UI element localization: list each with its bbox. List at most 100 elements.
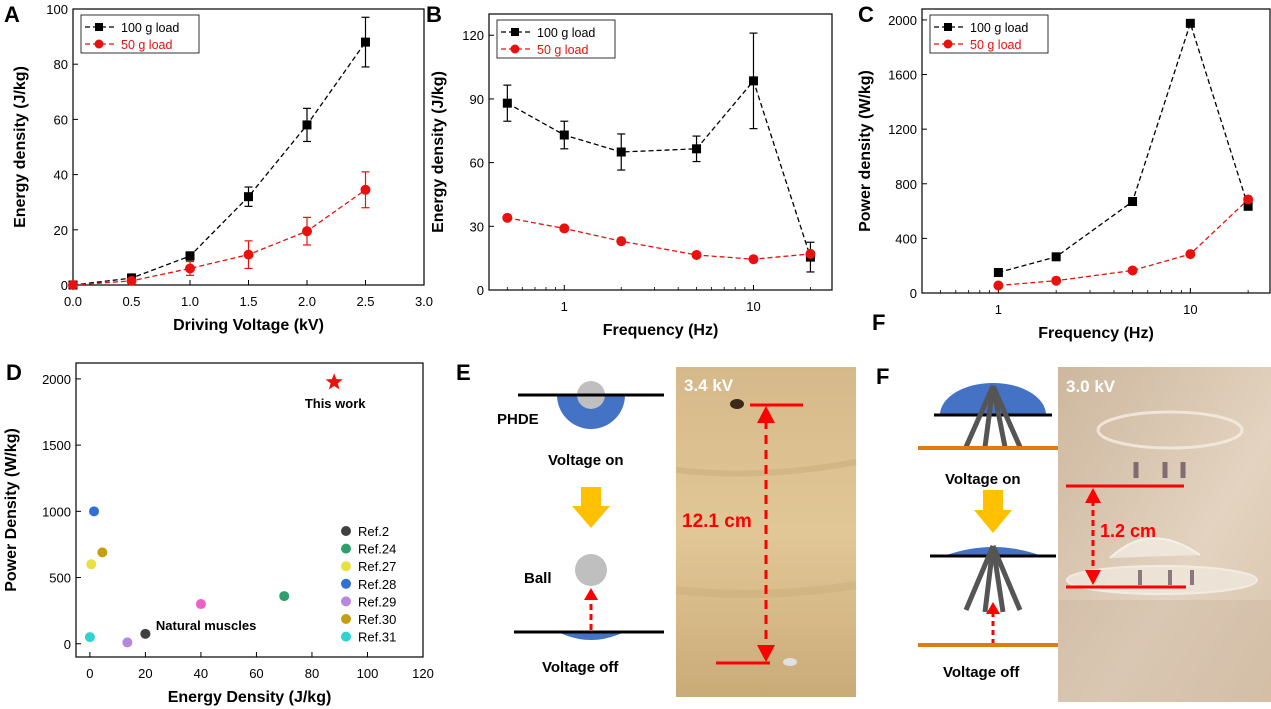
chart-panel-d: 0 20 40 60 80 100 120 0 500 1000 1500 2000 Energy De… [3,362,434,706]
legend-marker [341,526,351,536]
x-tick-label: 2.5 [356,294,374,309]
panel-label-d: D [6,360,22,385]
chart-panel-a: 0.0 0.5 1.0 1.5 2.0 2.5 3.0 0 20 40 60 80 100 Driving… [12,2,433,334]
legend-label: Ref.24 [358,542,396,557]
legend-marker-square [95,23,103,31]
panel-e-photo: 3.4 kV 12.1 cm [675,367,857,697]
data-point-square [616,147,626,157]
x-tick-label: 1 [561,299,568,314]
legend-label: Ref.27 [358,559,396,574]
voltage-on-label-f: Voltage on [945,471,1021,488]
scatter-point [86,559,97,570]
y-axis-label: Power Density (W/kg) [3,428,20,592]
legend-marker-circle [94,39,104,49]
scatter-point [140,628,151,639]
up-arrow-icon [584,588,598,600]
legs-on [963,384,1023,449]
plot-frame [488,13,833,291]
x-tick-label: 120 [412,666,434,681]
y-axis-label: Energy density (J/kg) [430,71,447,233]
data-point-circle [748,254,759,265]
x-tick-label: 2.0 [298,294,316,309]
height-arrow-up-icon [757,406,775,423]
panel-f-schematic: Voltage on Voltage off [918,383,1068,681]
y-tick-label: 500 [49,571,71,586]
legend-marker [341,631,351,642]
y-tick-label: 1600 [888,68,917,83]
scatter-point [195,599,206,610]
data-point-circle [1051,275,1062,286]
legend-label: 50 g load [537,43,588,57]
legend-label: 100 g load [537,26,595,40]
y-tick-label: 40 [54,168,68,183]
y-tick-label: 30 [470,219,484,234]
data-point-square [559,130,569,140]
scatter-point [122,637,133,648]
y-tick-label: 60 [470,156,484,171]
height-label-e: 12.1 cm [682,511,752,532]
legend-marker-square [944,23,952,31]
voltage-off-label-e: Voltage off [542,659,619,676]
y-tick-label: 90 [470,92,484,107]
data-point-square [1243,201,1253,211]
data-point-circle [302,226,312,237]
legend-marker [341,543,351,554]
y-tick-label: 2000 [888,13,917,28]
plot-frame [921,8,1271,294]
x-tick-label: 10 [1183,302,1197,317]
legend-marker-square [511,28,519,36]
data-point-circle [616,236,627,247]
up-arrow-icon-f [986,602,1000,614]
panel-label-e: E [456,360,471,385]
ball-bottom-icon [783,658,797,666]
x-axis-label: Frequency (Hz) [1038,325,1154,342]
data-point-circle [502,212,513,223]
x-tick-label: 100 [357,666,379,681]
height-arrow-down-icon [757,645,775,662]
data-point-circle [805,248,816,259]
scatter-point [97,547,108,558]
legend-label: Ref.31 [358,630,396,645]
data-point-circle [360,184,371,195]
actuator-top [1096,410,1244,450]
scatter-point [84,632,95,643]
y-tick-label: 400 [895,231,917,246]
x-tick-label: 1.0 [181,294,199,309]
phde-disk-on [557,395,625,429]
x-tick-label: 1.5 [239,294,257,309]
this-work-label: This work [305,396,366,411]
x-tick-label: 60 [249,666,263,681]
series-line-1 [998,198,1249,287]
x-tick-label: 1 [995,302,1002,317]
panel-label-b: B [426,2,442,27]
legend-marker [341,614,351,624]
y-tick-label: 1500 [42,438,71,453]
panel-e-schematic: PHDE Voltage on Ball Voltage off [497,381,664,676]
y-axis-label: Energy density (J/kg) [12,66,29,228]
data-point-square [1051,252,1061,262]
x-axis-label: Energy Density (J/kg) [168,689,332,706]
down-arrow-icon [572,487,610,528]
ball-label: Ball [524,570,552,587]
y-tick-label: 0 [477,283,484,298]
panel-f-photo: 3.0 kV 1.2 cm [1058,367,1271,702]
data-point-square [361,37,370,47]
series-line-1 [72,189,366,286]
data-point-circle [243,249,254,260]
voltage-tag-f: 3.0 kV [1066,377,1116,396]
x-tick-label: 0 [86,666,93,681]
scatter-point [89,506,100,517]
x-axis-label: Driving Voltage (kV) [173,317,324,334]
data-point-circle [691,249,702,260]
y-tick-label: 1000 [42,504,71,519]
y-axis-label: Power density (W/kg) [857,70,874,232]
down-arrow-icon-f [974,490,1012,533]
series-line-1 [507,217,811,260]
height-label-f: 1.2 cm [1100,521,1156,541]
y-tick-label: 80 [54,57,68,72]
x-tick-label: 10 [746,299,760,314]
x-tick-label: 20 [138,666,152,681]
phde-disk-off [558,632,624,640]
ball-top-icon [730,399,744,409]
y-tick-label: 800 [895,177,917,192]
